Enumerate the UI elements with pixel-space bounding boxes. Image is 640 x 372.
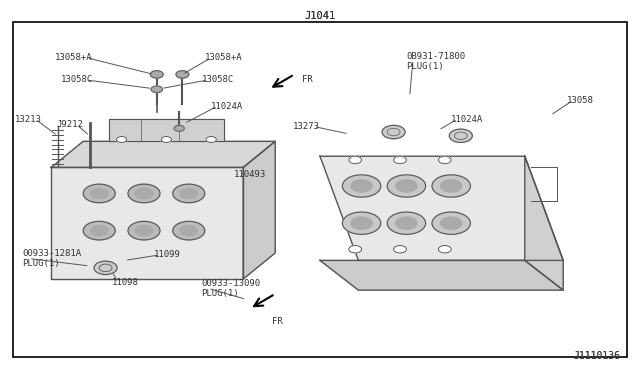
- Circle shape: [382, 125, 405, 139]
- Text: 13058C: 13058C: [202, 76, 234, 84]
- Text: 11098: 11098: [112, 278, 139, 287]
- Circle shape: [135, 188, 153, 199]
- Text: 00933-13090
PLUG(1): 00933-13090 PLUG(1): [202, 279, 260, 298]
- Circle shape: [135, 225, 153, 236]
- Polygon shape: [320, 156, 563, 260]
- Circle shape: [173, 184, 205, 203]
- Text: FR: FR: [272, 317, 283, 326]
- Circle shape: [440, 180, 462, 192]
- Text: 110493: 110493: [234, 170, 266, 179]
- Polygon shape: [109, 119, 224, 141]
- Circle shape: [342, 212, 381, 234]
- Circle shape: [90, 188, 108, 199]
- Text: 13058+A: 13058+A: [55, 53, 93, 62]
- Circle shape: [432, 212, 470, 234]
- Circle shape: [83, 184, 115, 203]
- Circle shape: [116, 137, 127, 142]
- Text: 11024A: 11024A: [211, 102, 243, 110]
- Circle shape: [180, 225, 198, 236]
- Polygon shape: [51, 167, 243, 279]
- Circle shape: [161, 137, 172, 142]
- Polygon shape: [51, 141, 275, 167]
- Circle shape: [128, 221, 160, 240]
- Text: 13273: 13273: [293, 122, 320, 131]
- Text: J1110136: J1110136: [574, 351, 621, 361]
- Text: J1041: J1041: [305, 11, 335, 21]
- Text: 0B931-71800
PLUG(1): 0B931-71800 PLUG(1): [406, 52, 465, 71]
- Circle shape: [342, 175, 381, 197]
- Circle shape: [394, 156, 406, 164]
- Circle shape: [349, 156, 362, 164]
- Circle shape: [150, 71, 163, 78]
- Circle shape: [173, 221, 205, 240]
- Polygon shape: [525, 156, 563, 290]
- Circle shape: [396, 217, 417, 229]
- Text: J1041: J1041: [305, 11, 335, 21]
- Polygon shape: [243, 141, 275, 279]
- Circle shape: [449, 129, 472, 142]
- Circle shape: [396, 180, 417, 192]
- Circle shape: [440, 217, 462, 229]
- Text: 13058: 13058: [566, 96, 593, 105]
- Circle shape: [151, 86, 163, 93]
- Text: J9212: J9212: [56, 120, 83, 129]
- Circle shape: [394, 246, 406, 253]
- Circle shape: [387, 175, 426, 197]
- Text: 13213: 13213: [15, 115, 42, 124]
- Polygon shape: [320, 260, 563, 290]
- Circle shape: [174, 125, 184, 131]
- Circle shape: [128, 184, 160, 203]
- Circle shape: [351, 217, 372, 229]
- Text: J1110136: J1110136: [574, 351, 621, 361]
- Text: 13058+A: 13058+A: [205, 53, 243, 62]
- Circle shape: [432, 175, 470, 197]
- Circle shape: [90, 225, 108, 236]
- Text: 13058C: 13058C: [61, 76, 93, 84]
- Circle shape: [387, 212, 426, 234]
- Circle shape: [83, 221, 115, 240]
- Circle shape: [349, 246, 362, 253]
- Circle shape: [180, 188, 198, 199]
- Circle shape: [438, 156, 451, 164]
- Text: 11099: 11099: [154, 250, 180, 259]
- Circle shape: [438, 246, 451, 253]
- Text: FR: FR: [302, 76, 313, 84]
- Circle shape: [176, 71, 189, 78]
- Circle shape: [351, 180, 372, 192]
- Text: 00933-1281A
PLUG(1): 00933-1281A PLUG(1): [22, 249, 81, 268]
- Circle shape: [206, 137, 216, 142]
- Circle shape: [94, 261, 117, 275]
- Text: 11024A: 11024A: [451, 115, 483, 124]
